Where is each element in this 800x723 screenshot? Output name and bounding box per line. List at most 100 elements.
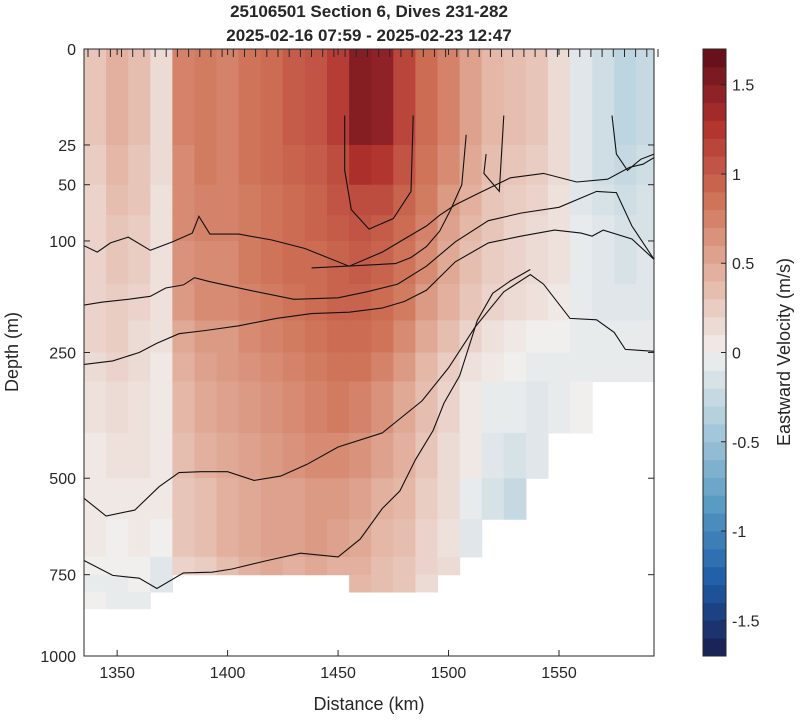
heatmap-cell [481, 320, 505, 354]
heatmap-cell [216, 240, 240, 285]
heatmap-cell [415, 49, 439, 146]
heatmap-cell [547, 144, 571, 186]
colorbar-tick-label: 0 [732, 346, 741, 363]
contour-line [483, 115, 505, 193]
heatmap-cell [194, 556, 218, 576]
heatmap-cell [327, 381, 350, 434]
heatmap-cell [194, 320, 218, 354]
heatmap-cell [150, 215, 173, 242]
heatmap-cell [592, 215, 615, 242]
heatmap-cell [437, 320, 461, 354]
heatmap-cell [481, 381, 505, 434]
heatmap-cell [172, 184, 196, 216]
heatmap-cell [172, 284, 196, 322]
colorbar-band [703, 602, 726, 621]
x-tick-label: 1500 [431, 665, 467, 682]
heatmap-cell [570, 184, 593, 216]
heatmap-cell [327, 240, 350, 285]
heatmap-cell [106, 519, 129, 558]
heatmap-cell [128, 574, 151, 593]
heatmap-cell [327, 519, 350, 558]
colorbar-band [703, 441, 726, 461]
heatmap-cell [437, 184, 461, 216]
colorbar-band [703, 406, 726, 425]
heatmap-cell [238, 240, 262, 285]
heatmap-cell [128, 144, 151, 186]
heatmap-cell [216, 284, 240, 322]
heatmap-cell [503, 284, 527, 322]
heatmap-cell [128, 352, 151, 383]
heatmap-cell [592, 352, 615, 383]
heatmap-cell [238, 352, 262, 383]
contour-line [311, 134, 467, 269]
heatmap-cell [194, 478, 218, 520]
heatmap-cell [84, 574, 107, 593]
heatmap-cell [614, 184, 637, 216]
heatmap-cell [106, 284, 129, 322]
heatmap-cell [481, 478, 505, 520]
heatmap-cell [459, 144, 483, 186]
heatmap-cell [415, 352, 439, 383]
heatmap-cell [547, 215, 571, 242]
heatmap-cell [349, 240, 372, 285]
colorbar-band [703, 477, 726, 496]
heatmap-cell [614, 144, 637, 186]
heatmap-cell [238, 381, 262, 434]
heatmap-cell [503, 478, 527, 520]
colorbar-band [703, 245, 726, 264]
colorbar-band [703, 638, 726, 657]
heatmap-cell [349, 381, 372, 434]
heatmap-cell [459, 519, 483, 558]
heatmap-cell [150, 240, 173, 285]
colorbar-band [703, 548, 726, 568]
heatmap-cell [172, 240, 196, 285]
heatmap-cell [216, 381, 240, 434]
heatmap-cell [106, 144, 129, 186]
heatmap-cell [216, 184, 240, 216]
heatmap-cell [216, 556, 240, 576]
heatmap-cell [194, 184, 218, 216]
colorbar-tick-label: 0.5 [732, 256, 754, 273]
colorbar-band [703, 513, 726, 532]
heatmap-cell [459, 284, 483, 322]
heatmap-cell [238, 144, 262, 186]
colorbar-band [703, 423, 726, 443]
colorbar-band [703, 334, 726, 353]
colorbar-band [703, 352, 726, 371]
heatmap-cell [503, 184, 527, 216]
heatmap-cell [128, 184, 151, 216]
heatmap-cell [216, 432, 240, 479]
heatmap-cell [238, 320, 262, 354]
heatmap-cell [503, 320, 527, 354]
heatmap-cell [481, 144, 505, 186]
heatmap-cell [327, 352, 350, 383]
velocity-heatmap [84, 49, 654, 610]
colorbar-ticks: -1.5 -1 -0.5 0 0.5 1 1.5 [721, 78, 760, 630]
chart-subtitle: 2025-02-16 07:59 - 2025-02-23 12:47 [226, 26, 511, 45]
heatmap-cell [371, 478, 394, 520]
heatmap-cell [238, 556, 262, 576]
heatmap-cell [304, 432, 328, 479]
heatmap-cell [216, 478, 240, 520]
y-tick-label: 0 [67, 42, 76, 59]
colorbar-band [703, 227, 726, 246]
heatmap-cell [371, 284, 394, 322]
heatmap-cell [216, 320, 240, 354]
contour-line [84, 157, 654, 267]
heatmap-cell [194, 284, 218, 322]
heatmap-cell [282, 240, 306, 285]
colorbar-band [703, 495, 726, 514]
heatmap-cell [172, 381, 196, 434]
heatmap-cell [614, 49, 637, 146]
heatmap-cell [592, 240, 615, 285]
heatmap-cell [84, 320, 107, 354]
heatmap-cell [481, 432, 505, 479]
heatmap-cell [282, 432, 306, 479]
heatmap-cell [570, 144, 593, 186]
heatmap-cell [437, 49, 461, 146]
heatmap-cell [349, 432, 372, 479]
colorbar-band [703, 209, 726, 229]
colorbar-band [703, 316, 726, 336]
heatmap-cell [570, 320, 593, 354]
